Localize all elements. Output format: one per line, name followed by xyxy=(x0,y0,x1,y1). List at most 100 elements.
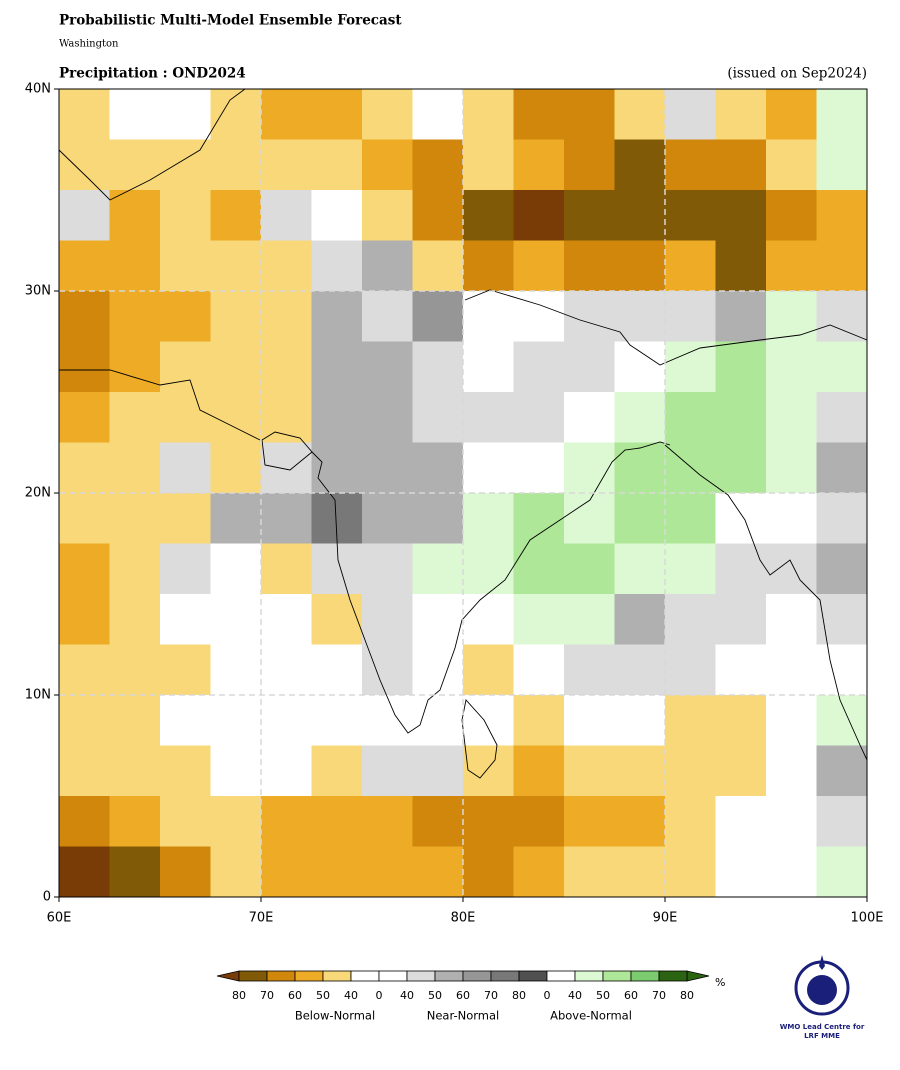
grid-cell xyxy=(311,139,363,191)
grid-cell xyxy=(463,341,514,393)
grid-cell xyxy=(665,89,716,140)
grid-cell xyxy=(665,240,716,292)
grid-cell xyxy=(362,190,413,241)
grid-cell xyxy=(311,695,363,746)
y-tick-label: 20N xyxy=(25,486,51,501)
grid-cell xyxy=(463,745,514,797)
grid-cell xyxy=(311,594,363,645)
colorbar-tick-label: 70 xyxy=(484,989,498,1002)
grid-cell xyxy=(665,190,716,241)
grid-cell xyxy=(513,442,565,494)
colorbar-box xyxy=(350,970,380,982)
grid-cell xyxy=(766,190,817,241)
coastline xyxy=(58,88,868,779)
grid-cell xyxy=(614,846,666,898)
grid-cell xyxy=(766,594,817,645)
grid-cell xyxy=(160,240,211,292)
grid-cell xyxy=(816,139,868,191)
grid-cell xyxy=(109,644,161,696)
grid-cell xyxy=(362,392,413,443)
colorbar-tick-label: 0 xyxy=(544,989,551,1002)
grid-cell xyxy=(412,796,464,847)
grid-cell xyxy=(362,240,413,292)
colorbar-tick-label: 80 xyxy=(232,989,246,1002)
grid-cell xyxy=(816,745,868,797)
grid-cell xyxy=(513,139,565,191)
grid-cell xyxy=(564,796,615,847)
grid-cell xyxy=(412,240,464,292)
colorbar-tick-label: 40 xyxy=(344,989,358,1002)
grid-cell xyxy=(766,442,817,494)
grid-cell xyxy=(463,291,514,342)
grid-cell xyxy=(564,291,615,342)
grid-cell xyxy=(210,139,262,191)
grid-cell xyxy=(59,341,110,393)
grid-cell xyxy=(412,190,464,241)
grid-cell xyxy=(614,89,666,140)
grid-cell xyxy=(614,139,666,191)
grid-cell xyxy=(210,89,262,140)
grid-cell xyxy=(513,543,565,595)
grid-cell xyxy=(261,796,312,847)
colorbar-tick-label: 50 xyxy=(596,989,610,1002)
colorbar-tick-label: 60 xyxy=(624,989,638,1002)
grid-cell xyxy=(160,139,211,191)
axes: 60E 70E 80E 90E 100E 0 10N 20N 30N 40N xyxy=(25,82,884,926)
grid-cell xyxy=(412,291,464,342)
grid-cell xyxy=(59,644,110,696)
grid-cell xyxy=(261,190,312,241)
x-tick-label: 100E xyxy=(850,911,883,926)
colorbar-box xyxy=(658,970,688,982)
grid-cell xyxy=(311,745,363,797)
grid-cell xyxy=(766,240,817,292)
colorbar-box xyxy=(462,970,492,982)
grid-cell xyxy=(513,796,565,847)
grid-cell xyxy=(261,89,312,140)
grid-cell xyxy=(109,89,161,140)
variable-label: Precipitation : OND2024 xyxy=(59,66,246,82)
x-tick-label: 60E xyxy=(47,911,72,926)
grid-cell xyxy=(715,695,767,746)
grid-cell xyxy=(109,442,161,494)
grid-cell xyxy=(362,594,413,645)
x-tick-label: 80E xyxy=(451,911,476,926)
grid-cell xyxy=(59,745,110,797)
grid-cell xyxy=(160,493,211,544)
grid-cell xyxy=(463,846,514,898)
grid-cell xyxy=(614,240,666,292)
grid-cell xyxy=(614,745,666,797)
grid-cell xyxy=(59,543,110,595)
grid-cell xyxy=(311,543,363,595)
grid-cell xyxy=(59,291,110,342)
grid-cell xyxy=(665,745,716,797)
grid-cell xyxy=(564,442,615,494)
logo-globe xyxy=(807,975,837,1005)
grid-cell xyxy=(715,89,767,140)
grid-cell xyxy=(816,442,868,494)
grid-cell xyxy=(766,139,817,191)
grid-cell xyxy=(463,89,514,140)
grid-cell xyxy=(109,745,161,797)
grid-cell xyxy=(311,846,363,898)
grid-cell xyxy=(665,341,716,393)
grid-cell xyxy=(665,543,716,595)
grid-cell xyxy=(59,594,110,645)
grid-cell xyxy=(109,543,161,595)
grid-cell xyxy=(59,796,110,847)
grid-cell xyxy=(59,190,110,241)
grid-cell xyxy=(210,695,262,746)
grid-cell xyxy=(665,796,716,847)
grid-cell xyxy=(210,190,262,241)
grid-cell xyxy=(614,594,666,645)
grid-cell xyxy=(513,392,565,443)
grid-cell xyxy=(59,240,110,292)
grid-cell xyxy=(311,240,363,292)
colorbar-box xyxy=(434,970,464,982)
grid-cell xyxy=(463,594,514,645)
grid-cell xyxy=(816,796,868,847)
grid-cell xyxy=(160,745,211,797)
grid-cell xyxy=(564,89,615,140)
grid-cell xyxy=(210,846,262,898)
issued-label: (issued on Sep2024) xyxy=(727,66,867,82)
colorbar-tick-label: 80 xyxy=(512,989,526,1002)
